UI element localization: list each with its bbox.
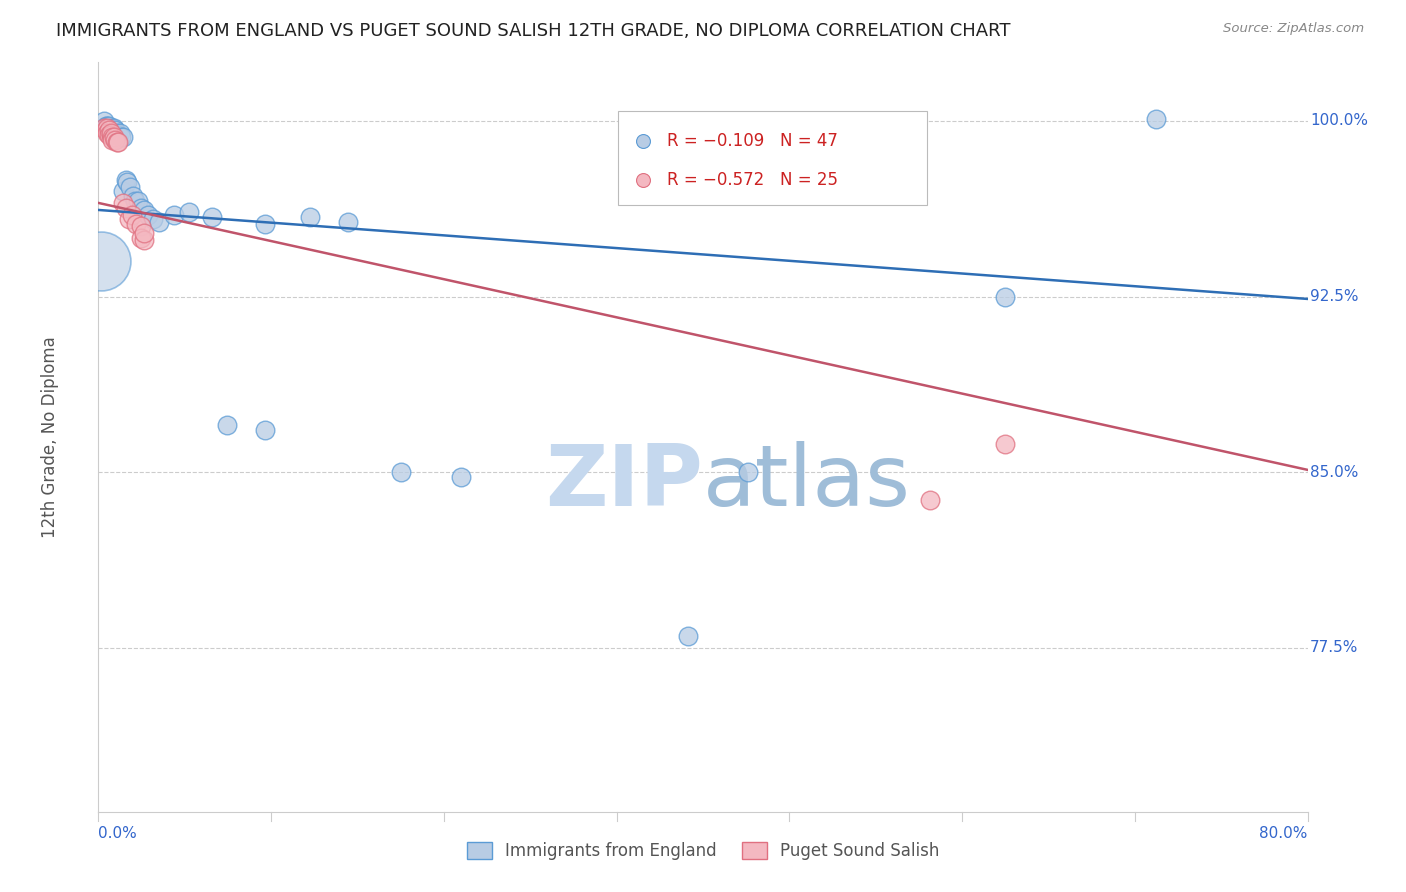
Point: [111, 195, 134, 210]
Text: 0.0%: 0.0%: [98, 826, 138, 841]
Point: [94, 120, 117, 135]
Point: [103, 126, 125, 140]
Point: [918, 493, 941, 508]
Point: [127, 194, 149, 208]
Point: [132, 202, 155, 217]
Point: [110, 130, 132, 145]
Text: IMMIGRANTS FROM ENGLAND VS PUGET SOUND SALISH 12TH GRADE, NO DIPLOMA CORRELATION: IMMIGRANTS FROM ENGLAND VS PUGET SOUND S…: [56, 22, 1011, 40]
Text: Source: ZipAtlas.com: Source: ZipAtlas.com: [1223, 22, 1364, 36]
Point: [108, 126, 131, 140]
Point: [98, 128, 121, 142]
Point: [253, 217, 276, 231]
Text: R = −0.109   N = 47: R = −0.109 N = 47: [666, 132, 838, 150]
Point: [142, 212, 165, 227]
Point: [98, 120, 121, 135]
Point: [98, 123, 121, 137]
Point: [125, 217, 148, 231]
Point: [103, 123, 125, 137]
Point: [101, 120, 124, 135]
Point: [104, 133, 127, 147]
Point: [107, 135, 129, 149]
Point: [132, 233, 155, 247]
Point: [450, 470, 472, 484]
Point: [122, 189, 145, 203]
Point: [94, 123, 117, 137]
Legend: Immigrants from England, Puget Sound Salish: Immigrants from England, Puget Sound Sal…: [460, 836, 946, 867]
Point: [100, 128, 122, 142]
Point: [336, 215, 359, 229]
Point: [101, 133, 124, 147]
Point: [1144, 112, 1167, 126]
Point: [93, 114, 115, 128]
Point: [299, 210, 322, 224]
Point: [121, 208, 143, 222]
Point: [105, 135, 128, 149]
Point: [96, 119, 118, 133]
Point: [994, 289, 1017, 303]
Point: [111, 130, 134, 145]
Point: [132, 227, 155, 241]
Point: [90, 254, 112, 268]
Point: [129, 201, 152, 215]
Point: [98, 123, 121, 137]
Text: 77.5%: 77.5%: [1310, 640, 1358, 656]
Point: [215, 418, 238, 433]
Point: [737, 465, 759, 479]
Point: [104, 123, 127, 137]
Text: 80.0%: 80.0%: [1260, 826, 1308, 841]
Point: [96, 126, 118, 140]
Point: [96, 120, 118, 135]
Text: 92.5%: 92.5%: [1310, 289, 1358, 304]
Point: [114, 172, 136, 186]
Point: [101, 130, 124, 145]
Point: [105, 126, 128, 140]
Point: [253, 423, 276, 437]
Text: 85.0%: 85.0%: [1310, 465, 1358, 480]
Point: [105, 128, 128, 142]
Point: [148, 215, 170, 229]
Point: [120, 179, 142, 194]
Point: [103, 130, 125, 145]
Point: [100, 123, 122, 137]
Point: [98, 119, 121, 133]
Point: [100, 126, 122, 140]
Point: [389, 465, 412, 479]
Point: [114, 201, 136, 215]
FancyBboxPatch shape: [619, 112, 927, 205]
Point: [115, 175, 138, 189]
Point: [93, 120, 115, 135]
Point: [676, 629, 699, 643]
Point: [994, 437, 1017, 451]
Point: [129, 219, 152, 234]
Point: [118, 212, 141, 227]
Point: [136, 208, 159, 222]
Point: [768, 359, 790, 373]
Point: [111, 184, 134, 198]
Text: 12th Grade, No Diploma: 12th Grade, No Diploma: [41, 336, 59, 538]
Point: [96, 120, 118, 135]
Point: [124, 194, 146, 208]
Point: [179, 205, 201, 219]
Point: [129, 231, 152, 245]
Text: atlas: atlas: [703, 441, 911, 524]
Point: [107, 128, 129, 142]
Point: [94, 119, 117, 133]
Point: [768, 480, 790, 494]
Point: [103, 120, 125, 135]
Text: ZIP: ZIP: [546, 441, 703, 524]
Point: [201, 210, 224, 224]
Point: [163, 208, 186, 222]
Text: R = −0.572   N = 25: R = −0.572 N = 25: [666, 170, 838, 188]
Point: [101, 126, 124, 140]
Text: 100.0%: 100.0%: [1310, 113, 1368, 128]
